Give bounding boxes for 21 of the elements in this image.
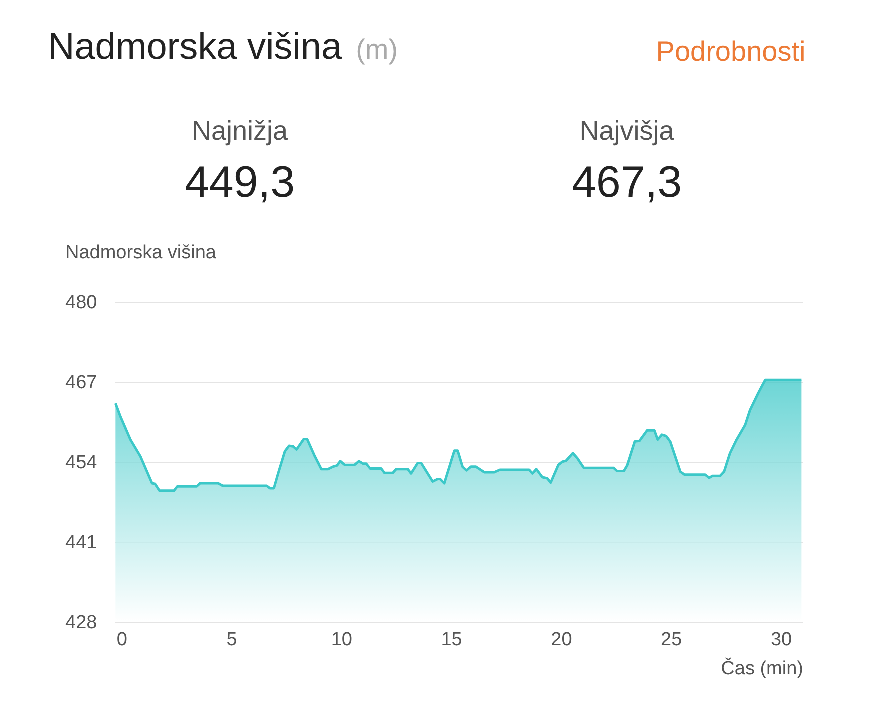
text: Najnižja xyxy=(192,116,288,147)
y-axis-title: Nadmorska višina xyxy=(66,242,217,264)
x-tick-label: 20 xyxy=(551,630,572,650)
x-tick-label: 25 xyxy=(661,630,682,650)
x-tick-label: 15 xyxy=(441,630,462,650)
chart-subtitle: (m) xyxy=(356,34,398,65)
y-tick-label: 467 xyxy=(66,372,98,394)
x-axis-title: Čas (min) xyxy=(721,658,804,680)
y-tick-label: 428 xyxy=(66,612,98,634)
x-tick-label: 10 xyxy=(331,630,352,650)
x-tick-label: 5 xyxy=(226,630,238,650)
text: Najvišja xyxy=(580,116,674,147)
y-tick-label: 441 xyxy=(66,532,98,554)
y-tick-label: 480 xyxy=(66,292,98,314)
text: Podrobnosti xyxy=(656,36,806,68)
y-tick-label: 454 xyxy=(66,452,98,474)
x-tick-label: 0 xyxy=(116,630,128,650)
text: 449,3 xyxy=(184,158,296,208)
text: 467,3 xyxy=(572,158,682,208)
chart-title: Nadmorska višina xyxy=(48,26,342,67)
x-tick-label: 30 xyxy=(770,630,792,650)
